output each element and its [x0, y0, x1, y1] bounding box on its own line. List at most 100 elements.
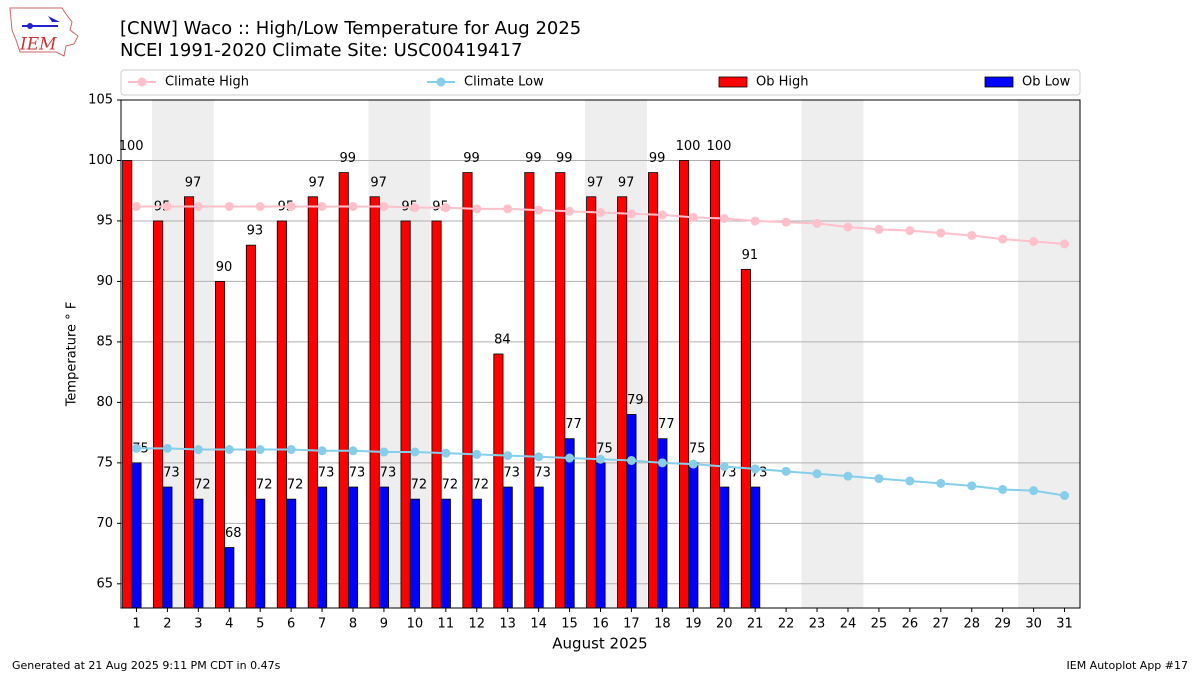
legend-label: Climate High	[165, 75, 249, 90]
line-marker	[781, 217, 791, 227]
line-marker	[812, 218, 822, 228]
bar	[162, 486, 173, 609]
x-tick-label: 25	[871, 617, 888, 632]
y-tick-label: 75	[96, 455, 113, 470]
x-axis-label: August 2025	[552, 635, 647, 653]
line-marker	[410, 447, 420, 457]
x-tick-label: 23	[809, 617, 826, 632]
x-tick-label: 27	[933, 617, 950, 632]
line-marker	[410, 203, 420, 213]
x-tick-label: 1	[132, 617, 140, 632]
x-tick-label: 7	[318, 617, 326, 632]
line-marker	[781, 466, 791, 476]
bar	[338, 172, 349, 609]
line-marker	[348, 201, 358, 211]
line-marker	[534, 205, 544, 215]
legend-label: Ob High	[756, 75, 809, 90]
line-marker	[286, 201, 296, 211]
line-marker	[750, 216, 760, 226]
line-marker	[596, 207, 605, 217]
line-marker	[626, 455, 636, 465]
y-tick-label: 85	[96, 334, 113, 349]
line-marker	[750, 464, 760, 474]
line-marker	[1060, 239, 1070, 249]
bar	[307, 196, 318, 609]
bar	[462, 172, 473, 609]
value-label: 99	[463, 151, 480, 166]
bar	[378, 486, 389, 609]
line-marker	[1029, 486, 1039, 496]
line-marker	[348, 446, 358, 456]
bar	[564, 438, 575, 609]
x-tick-label: 16	[592, 617, 609, 632]
legend-swatch	[718, 76, 748, 88]
line-marker	[503, 451, 513, 461]
value-label: 73	[163, 466, 180, 481]
value-label: 72	[256, 478, 273, 493]
bar	[709, 160, 721, 609]
line-marker	[193, 445, 203, 455]
bar	[493, 353, 504, 609]
footer-right: IEM Autoplot App #17	[1067, 659, 1189, 672]
x-tick-label: 5	[256, 617, 264, 632]
bar	[555, 172, 566, 609]
chart-title: [CNW] Waco :: High/Low Temperature for A…	[120, 18, 581, 39]
value-label: 90	[216, 260, 233, 275]
line-marker	[905, 226, 915, 236]
value-label: 97	[618, 175, 635, 190]
y-tick-label: 90	[96, 274, 113, 289]
bar	[524, 172, 535, 609]
line-marker	[905, 476, 915, 486]
bar	[400, 220, 411, 609]
bar	[153, 220, 164, 609]
x-tick-label: 10	[407, 617, 424, 632]
x-tick-label: 11	[438, 617, 455, 632]
line-marker	[317, 201, 327, 211]
line-marker	[874, 224, 884, 234]
legend-label: Ob Low	[1022, 75, 1071, 90]
line-marker	[657, 458, 667, 468]
y-tick-label: 100	[88, 153, 113, 168]
line-marker	[657, 210, 667, 220]
value-label: 75	[689, 441, 706, 456]
value-label: 79	[627, 393, 644, 408]
bar	[214, 281, 226, 609]
x-tick-label: 3	[194, 617, 202, 632]
line-marker	[936, 478, 946, 488]
value-label: 97	[309, 175, 326, 190]
line-marker	[843, 471, 853, 481]
line-marker	[565, 453, 575, 463]
x-tick-label: 14	[530, 617, 547, 632]
line-marker	[998, 484, 1008, 494]
x-tick-label: 24	[840, 617, 857, 632]
bar	[347, 486, 359, 609]
value-label: 72	[194, 478, 211, 493]
value-label: 73	[380, 466, 397, 481]
value-label: 99	[649, 151, 666, 166]
legend-swatch	[436, 77, 446, 87]
bar	[131, 462, 142, 609]
y-tick-label: 70	[96, 516, 113, 531]
x-tick-label: 18	[654, 617, 671, 632]
x-tick-label: 29	[994, 617, 1011, 632]
footer-left: Generated at 21 Aug 2025 9:11 PM CDT in …	[12, 659, 281, 672]
bar	[431, 220, 442, 609]
bar	[678, 160, 690, 609]
x-tick-label: 12	[468, 617, 485, 632]
legend	[120, 69, 1081, 96]
y-tick-label: 80	[96, 395, 113, 410]
value-label: 72	[287, 478, 304, 493]
y-tick-label: 105	[88, 93, 113, 108]
x-tick-label: 9	[380, 617, 388, 632]
x-tick-label: 17	[623, 617, 640, 632]
value-label: 68	[225, 526, 242, 541]
line-marker	[255, 201, 265, 211]
value-label: 77	[565, 417, 582, 432]
line-marker	[596, 454, 605, 464]
bar	[255, 498, 266, 609]
line-marker	[843, 222, 853, 232]
value-label: 73	[534, 466, 551, 481]
line-marker	[441, 203, 451, 213]
y-axis-label: Temperature ° F	[65, 302, 80, 408]
